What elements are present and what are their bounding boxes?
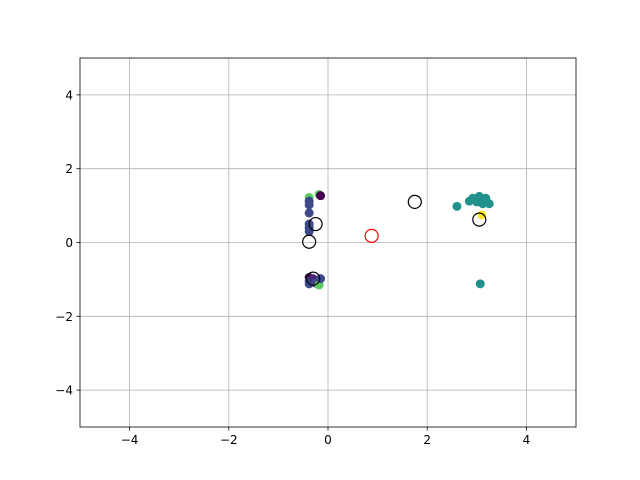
- hollow-point: [302, 234, 317, 249]
- y-tick-label: 2: [65, 162, 73, 176]
- hollow-point: [407, 194, 422, 210]
- y-tick-label: 0: [65, 236, 73, 250]
- hollow-point: [306, 271, 321, 286]
- hollow-point: [364, 228, 379, 243]
- y-tick-label: −2: [55, 310, 73, 324]
- hollow-point: [308, 216, 323, 232]
- x-tick-label: −4: [121, 433, 139, 447]
- data-point: [316, 191, 326, 201]
- data-point: [304, 208, 314, 218]
- data-point: [304, 226, 314, 236]
- y-tick-label: −4: [55, 384, 73, 398]
- data-point: [304, 200, 314, 210]
- x-axis: −4 −2 0 2 4: [121, 427, 530, 447]
- y-axis: −4 −2 0 2 4: [55, 88, 80, 398]
- data-point: [452, 201, 462, 211]
- data-points: [302, 190, 494, 290]
- data-point: [316, 274, 326, 284]
- x-tick-label: 0: [324, 433, 332, 447]
- grid-lines: [80, 58, 576, 427]
- data-point: [477, 210, 487, 220]
- x-tick-label: −2: [220, 433, 238, 447]
- y-tick-label: 4: [65, 88, 73, 102]
- x-tick-label: 4: [523, 433, 531, 447]
- data-point: [484, 199, 494, 209]
- hollow-point: [472, 212, 487, 227]
- x-tick-label: 2: [423, 433, 431, 447]
- data-point: [475, 279, 485, 289]
